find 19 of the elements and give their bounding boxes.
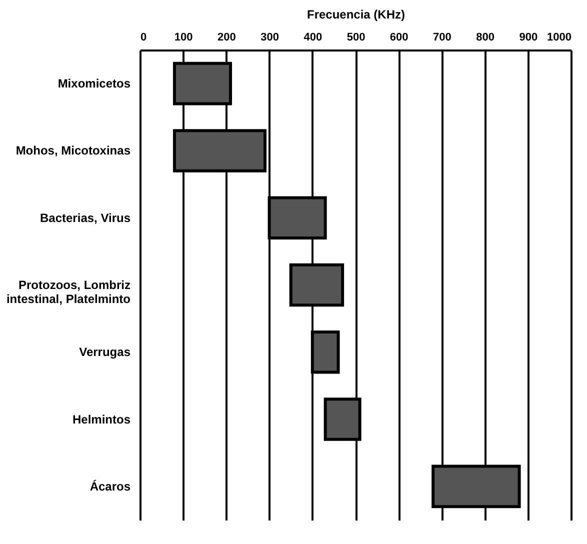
x-tick-label: 1000 xyxy=(547,32,572,44)
y-tick-label: Mixomicetos xyxy=(58,76,131,91)
x-tick-label: 600 xyxy=(390,32,408,44)
y-tick-label: Bacterias, Virus xyxy=(40,210,131,225)
x-tick-label: 400 xyxy=(304,32,322,44)
y-tick-label: Ácaros xyxy=(90,479,131,494)
y-tick-label: Protozoos, Lombriz intestinal, Platelminto xyxy=(6,278,130,306)
x-tick-label: 900 xyxy=(519,32,538,44)
y-tick-label: Mohos, Micotoxinas xyxy=(16,144,131,158)
y-tick-label: Verrugas xyxy=(79,345,131,360)
x-axis-title: Frecuencia (KHz) xyxy=(306,8,406,22)
x-tick-label: 700 xyxy=(433,32,452,44)
x-tick-label: 0 xyxy=(140,32,147,44)
x-tick-label: 100 xyxy=(174,32,193,44)
x-tick-label: 200 xyxy=(218,32,236,44)
x-tick-label: 300 xyxy=(260,32,279,44)
x-tick-label: 500 xyxy=(346,32,366,44)
y-tick-label: Helmintos xyxy=(72,412,131,426)
x-tick-label: 800 xyxy=(476,32,494,44)
